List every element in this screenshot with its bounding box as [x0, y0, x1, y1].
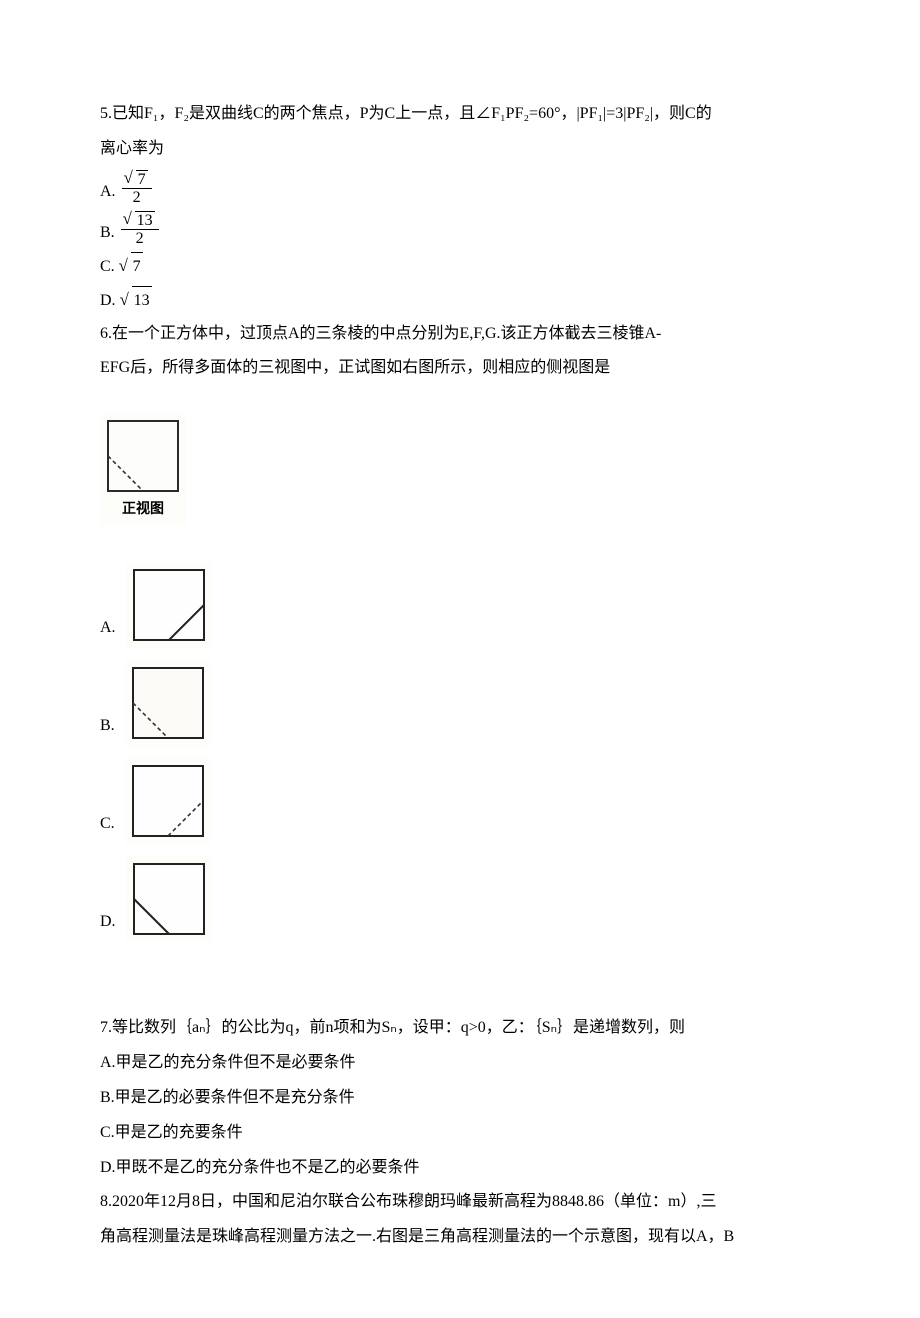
question-6: 6.在一个正方体中，过顶点A的三条棱的中点分别为E,F,G.该正方体截去三棱锥A… [100, 320, 820, 943]
option-label: C. [100, 810, 115, 845]
question-7: 7.等比数列｛aₙ｝的公比为q，前n项和为Sₙ，设甲：q>0，乙：｛Sₙ｝是递增… [100, 1014, 820, 1182]
q7-text: 7.等比数列｛aₙ｝的公比为q，前n项和为Sₙ，设甲：q>0，乙：｛Sₙ｝是递增… [100, 1014, 820, 1043]
fraction: 7 2 [122, 170, 152, 207]
q6-text-line2: EFG后，所得多面体的三视图中，正试图如右图所示，则相应的侧视图是 [100, 354, 820, 383]
option-b-svg [129, 664, 207, 742]
option-label: B. [100, 712, 115, 747]
q5-text-line2: 离心率为 [100, 135, 820, 164]
option-a-svg [130, 566, 208, 644]
q6-text-line1: 6.在一个正方体中，过顶点A的三条棱的中点分别为E,F,G.该正方体截去三棱锥A… [100, 320, 820, 349]
q6-option-a: A. [100, 562, 820, 648]
option-label: C. [100, 253, 115, 282]
q6-option-d: D. [100, 856, 820, 942]
q7-option-d: D.甲既不是乙的充分条件也不是乙的必要条件 [100, 1154, 820, 1183]
front-view-caption: 正视图 [104, 497, 182, 522]
q6-main-diagram: 正视图 [100, 413, 820, 526]
front-view-svg [104, 417, 182, 495]
option-label: A. [100, 614, 116, 649]
sqrt: 13 [122, 286, 152, 316]
q7-option-c: C.甲是乙的充要条件 [100, 1119, 820, 1148]
sqrt: 7 [126, 170, 148, 189]
q6-option-b: B. [100, 660, 820, 746]
option-d-diagram [126, 856, 212, 942]
q5-option-c: C. 7 [100, 252, 820, 282]
option-d-svg [130, 860, 208, 938]
option-label: D. [100, 287, 116, 316]
q5-option-a: A. 7 2 [100, 170, 820, 207]
fraction: 13 2 [121, 211, 159, 248]
q8-text-line1: 8.2020年12月8日，中国和尼泊尔联合公布珠穆朗玛峰最新高程为8848.86… [100, 1188, 820, 1217]
front-view-diagram: 正视图 [100, 413, 186, 526]
q8-text-line2: 角高程测量法是珠峰高程测量方法之一.右图是三角高程测量法的一个示意图，现有以A，… [100, 1223, 820, 1252]
option-label: A. [100, 178, 116, 207]
question-5: 5.已知F₁，F₂是双曲线C的两个焦点，P为C上一点，且∠F₁PF₂=60°，|… [100, 100, 820, 316]
option-b-diagram [125, 660, 211, 746]
q7-option-b: B.甲是乙的必要条件但不是充分条件 [100, 1084, 820, 1113]
option-c-svg [129, 762, 207, 840]
sqrt: 7 [121, 252, 143, 282]
q6-option-c: C. [100, 758, 820, 844]
option-label: D. [100, 908, 116, 943]
q7-option-a: A.甲是乙的充分条件但不是必要条件 [100, 1049, 820, 1078]
option-label: B. [100, 219, 115, 248]
q5-text-line1: 5.已知F₁，F₂是双曲线C的两个焦点，P为C上一点，且∠F₁PF₂=60°，|… [100, 100, 820, 129]
question-8: 8.2020年12月8日，中国和尼泊尔联合公布珠穆朗玛峰最新高程为8848.86… [100, 1188, 820, 1252]
sqrt: 13 [125, 211, 155, 230]
q5-option-b: B. 13 2 [100, 211, 820, 248]
option-a-diagram [126, 562, 212, 648]
q5-option-d: D. 13 [100, 286, 820, 316]
option-c-diagram [125, 758, 211, 844]
